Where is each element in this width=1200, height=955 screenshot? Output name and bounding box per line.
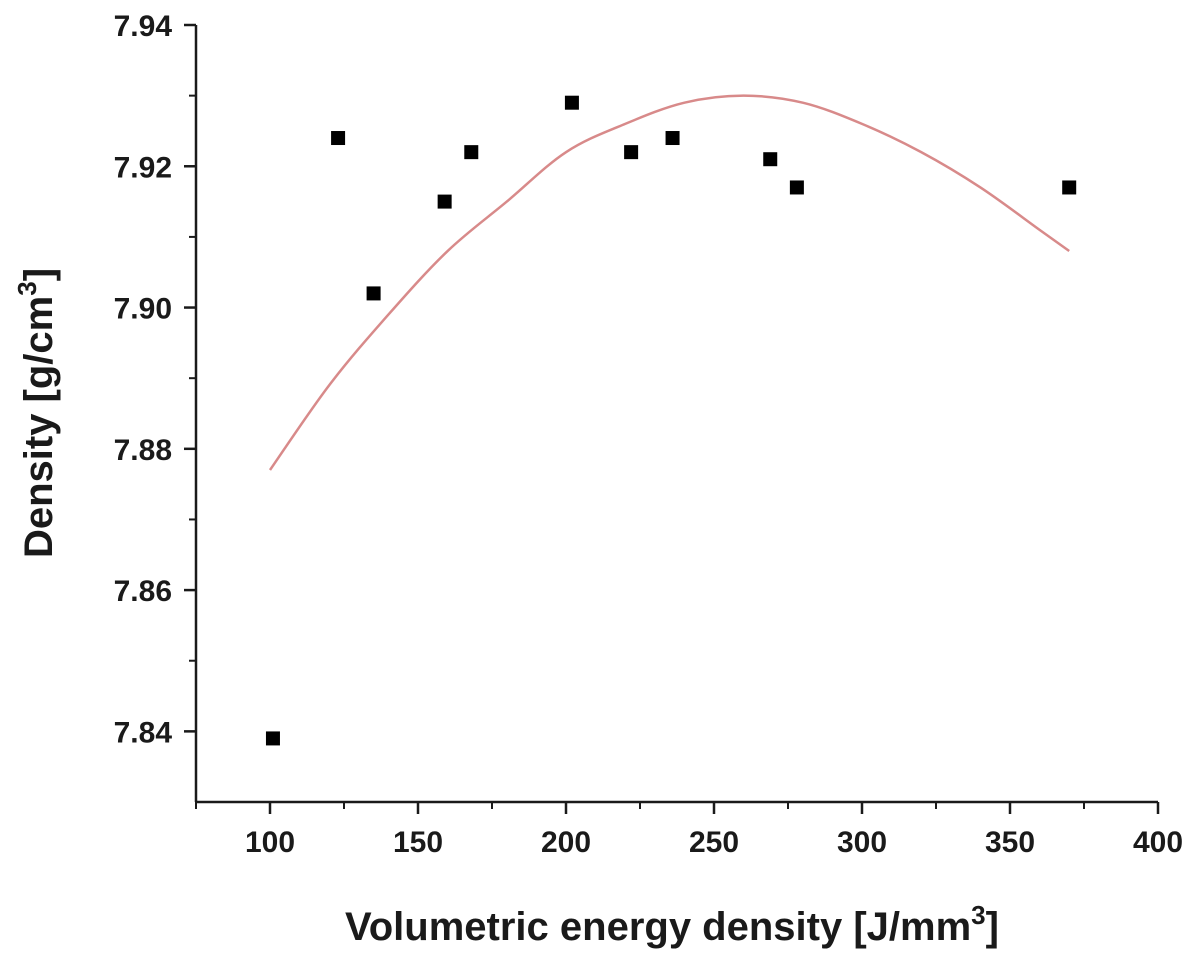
- x-tick-label: 200: [541, 826, 591, 859]
- x-axis-title-superscript: 3: [971, 900, 985, 930]
- data-point: [624, 145, 639, 160]
- y-tick-label: 7.94: [114, 10, 173, 43]
- data-point: [366, 286, 381, 301]
- y-tick-label: 7.84: [114, 716, 173, 749]
- data-point: [331, 131, 346, 146]
- data-point: [789, 180, 804, 195]
- x-axis-title-end: ]: [986, 905, 999, 949]
- y-axis-title: Density [g/cm3]: [12, 268, 61, 558]
- x-tick-label: 100: [245, 826, 295, 859]
- y-axis-ticks: 7.84 7.86 7.88 7.90 7.92 7.94: [114, 10, 196, 749]
- x-axis-title: Volumetric energy density [J/mm3]: [345, 900, 999, 949]
- x-tick-label: 250: [689, 826, 739, 859]
- x-tick-label: 350: [985, 826, 1035, 859]
- data-point: [437, 194, 452, 209]
- plot-frame: [194, 25, 1158, 804]
- y-tick-label: 7.86: [114, 575, 172, 608]
- y-tick-label: 7.92: [114, 151, 172, 184]
- fit-curve: [268, 94, 1070, 471]
- x-tick-label: 150: [393, 826, 443, 859]
- y-tick-label: 7.90: [114, 293, 172, 326]
- y-axis-title-superscript: 3: [12, 281, 42, 295]
- x-axis-ticks: 100 150 200 250 300 350 400: [195, 802, 1183, 859]
- data-point: [265, 731, 280, 746]
- data-point: [564, 95, 579, 110]
- x-tick-label: 300: [837, 826, 887, 859]
- data-point: [464, 145, 479, 160]
- fit-curve-layer: [268, 94, 1070, 471]
- data-point: [1062, 180, 1077, 195]
- data-point: [763, 152, 778, 167]
- data-point: [665, 131, 680, 146]
- x-tick-label: 400: [1133, 826, 1183, 859]
- y-axis-title-end: ]: [17, 268, 61, 281]
- y-tick-label: 7.88: [114, 434, 172, 467]
- data-points-layer: [265, 95, 1077, 746]
